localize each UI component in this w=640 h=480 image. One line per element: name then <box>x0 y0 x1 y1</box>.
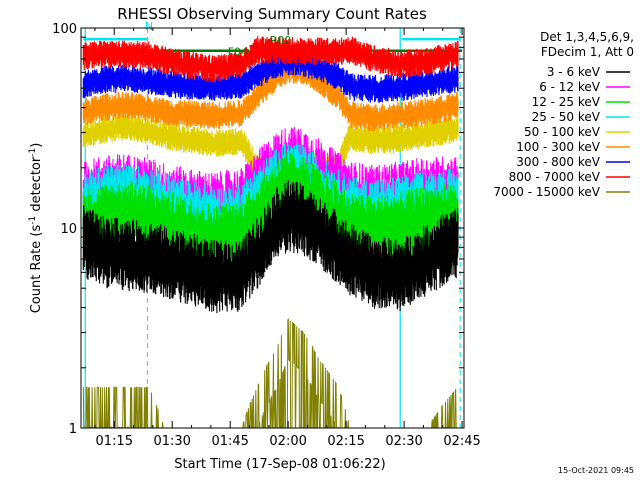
chart-title: RHESSI Observing Summary Count Rates <box>117 5 427 23</box>
x-axis-label: Start Time (17-Sep-08 01:06:22) <box>174 457 385 472</box>
series-trace <box>82 317 459 428</box>
x-tick-label: 02:15 <box>327 434 364 449</box>
x-tick-label: 02:30 <box>385 434 422 449</box>
annotation-layer: N R00 F04 <box>145 20 291 59</box>
annotation-n: N <box>145 20 153 33</box>
y-tick-label: 1 <box>69 422 77 437</box>
y-axis-label: Count Rate (s-1 detector-1) <box>28 143 44 314</box>
x-tick-label: 02:45 <box>443 434 480 449</box>
series-trace <box>82 48 459 103</box>
legend-header-line-2: FDecim 1, Att 0 <box>540 45 634 59</box>
series-7000-15000-kev <box>82 317 459 428</box>
x-tick-label: 01:15 <box>96 434 133 449</box>
legend-label: 800 - 7000 keV <box>509 170 601 184</box>
legend-label: 50 - 100 keV <box>524 125 601 139</box>
legend-label: 25 - 50 keV <box>532 110 601 124</box>
legend-label: 12 - 25 keV <box>532 95 601 109</box>
legend-label: 300 - 800 keV <box>516 155 600 169</box>
legend-label: 7000 - 15000 keV <box>493 185 600 199</box>
series-layer <box>82 35 459 428</box>
y-tick-label: 100 <box>52 22 77 37</box>
annotation-r00: R00 <box>270 34 292 47</box>
series-trace <box>82 180 459 314</box>
legend-label: 6 - 12 keV <box>539 80 601 94</box>
series-trace <box>82 35 459 83</box>
generated-timestamp: 15-Oct-2021 09:45 <box>558 466 634 475</box>
legend-label: 100 - 300 keV <box>516 140 600 154</box>
x-tick-label: 01:30 <box>153 434 190 449</box>
series-3-6-kev <box>82 180 459 314</box>
series-800-7000-kev <box>82 35 459 83</box>
series-trace <box>82 56 459 132</box>
legend-header-line-1: Det 1,3,4,5,6,9, <box>540 30 634 44</box>
series-100-300-kev <box>82 56 459 132</box>
legend-header: Det 1,3,4,5,6,9, FDecim 1, Att 0 <box>486 30 634 60</box>
annotation-f04: F04 <box>228 45 248 58</box>
x-tick-label: 02:00 <box>269 434 306 449</box>
legend-label: 3 - 6 keV <box>547 65 601 79</box>
series-300-800-kev <box>82 48 459 103</box>
axes-layer: 01:15 01:30 01:45 02:00 02:15 02:30 02:45 1 10 10… <box>52 22 481 449</box>
y-tick-label: 10 <box>60 222 77 237</box>
x-tick-label: 01:45 <box>211 434 248 449</box>
